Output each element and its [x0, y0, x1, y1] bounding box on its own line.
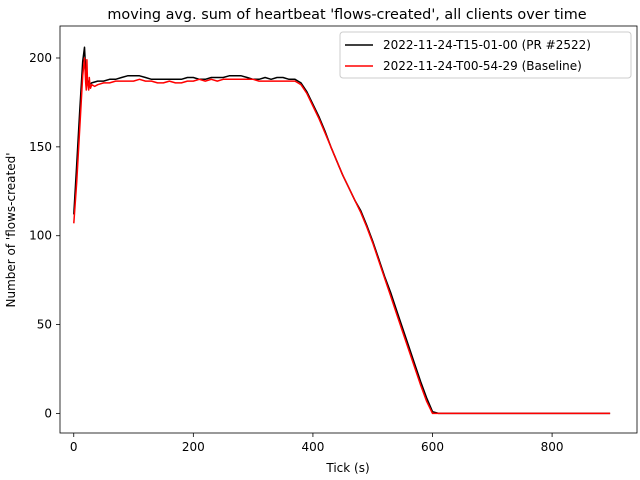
chart-title: moving avg. sum of heartbeat 'flows-crea…	[107, 7, 586, 23]
legend-entry: 2022-11-24-T00-54-29 (Baseline)	[383, 59, 582, 73]
series-line-0	[73, 46, 611, 415]
plot-frame	[60, 26, 637, 433]
y-tick-label: 200	[29, 51, 52, 65]
x-axis-label: Tick (s)	[325, 461, 369, 475]
x-tick-label: 800	[541, 440, 564, 454]
x-tick-label: 600	[421, 440, 444, 454]
series-layer	[73, 46, 611, 415]
x-tick-label: 400	[301, 440, 324, 454]
y-tick-label: 50	[37, 318, 52, 332]
y-axis-label: Number of 'flows-created'	[4, 152, 18, 307]
legend-entry: 2022-11-24-T15-01-00 (PR #2522)	[383, 38, 591, 52]
plot-border	[59, 25, 638, 434]
series-line-1	[73, 57, 611, 415]
x-tick-label: 0	[70, 440, 78, 454]
legend: 2022-11-24-T15-01-00 (PR #2522) 2022-11-2…	[339, 31, 632, 79]
x-tick-label: 200	[182, 440, 205, 454]
x-axis: 0 200 400 600 800	[70, 433, 564, 454]
y-axis: 0 50 100 150 200	[29, 51, 60, 420]
y-tick-label: 150	[29, 140, 52, 154]
y-tick-label: 100	[29, 229, 52, 243]
y-tick-label: 0	[44, 406, 52, 420]
legend-box	[339, 31, 632, 79]
